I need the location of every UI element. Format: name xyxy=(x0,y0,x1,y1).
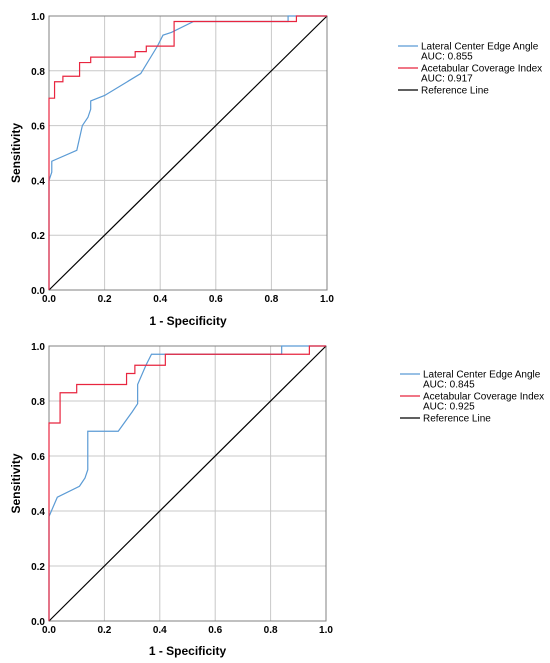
legend-auc-label: AUC: 0.925 xyxy=(423,402,475,413)
legend-label: Reference Line xyxy=(421,86,489,97)
y-tick-label: 0.8 xyxy=(31,67,45,78)
legend-item: Reference Line xyxy=(398,86,489,97)
x-tick-label: 0.4 xyxy=(153,625,167,636)
legend-auc-label: AUC: 0.845 xyxy=(423,380,475,391)
x-tick-label: 0.8 xyxy=(264,294,278,305)
y-tick-label: 0.2 xyxy=(31,231,45,242)
legend-label: Acetabular Coverage Index xyxy=(423,392,544,403)
series-line-reference-line xyxy=(48,345,327,622)
x-axis-title: 1 - Specificity xyxy=(149,314,227,328)
legend-label: Acetabular Coverage Index xyxy=(421,64,542,75)
x-tick-label: 1.0 xyxy=(320,294,334,305)
legend-auc-label: AUC: 0.855 xyxy=(421,52,473,63)
x-tick-label: 1.0 xyxy=(319,625,333,636)
series-line-lateral-center-edge-angle xyxy=(48,345,326,621)
legend-item: Reference Line xyxy=(400,414,491,425)
roc-chart-1: 0.0 0.2 0.4 0.6 0.8 1.0 0.0 0.2 0.4 0.6 0.8 1.0 1 - … xyxy=(9,12,542,328)
y-tick-label: 1.0 xyxy=(31,12,45,23)
x-tick-label: 0.6 xyxy=(209,294,223,305)
legend-label: Lateral Center Edge Angle xyxy=(421,42,539,53)
x-tick-label: 0.2 xyxy=(97,625,111,636)
y-axis-title: Sensitivity xyxy=(9,123,23,183)
legend-label: Lateral Center Edge Angle xyxy=(423,370,541,381)
series-line-acetabular-coverage-index xyxy=(48,15,327,290)
legend-label: Reference Line xyxy=(423,414,491,425)
x-tick-label: 0.0 xyxy=(42,294,56,305)
y-tick-label: 0.2 xyxy=(31,562,45,573)
y-tick-label: 0.4 xyxy=(31,176,45,187)
y-tick-label: 0.4 xyxy=(31,507,45,518)
y-tick-label: 0.8 xyxy=(31,397,45,408)
x-tick-label: 0.4 xyxy=(153,294,167,305)
x-tick-label: 0.6 xyxy=(208,625,222,636)
legend-auc-label: AUC: 0.917 xyxy=(421,74,473,85)
y-tick-label: 1.0 xyxy=(31,342,45,353)
y-tick-label: 0.6 xyxy=(31,122,45,133)
y-tick-label: 0.6 xyxy=(31,452,45,463)
x-tick-label: 0.8 xyxy=(264,625,278,636)
y-tick-label: 0.0 xyxy=(31,286,45,297)
x-tick-label: 0.2 xyxy=(98,294,112,305)
series-line-acetabular-coverage-index xyxy=(48,345,326,621)
y-tick-label: 0.0 xyxy=(31,617,45,628)
roc-chart-2: 0.0 0.2 0.4 0.6 0.8 1.0 0.0 0.2 0.4 0.6 0.8 1.0 1 - … xyxy=(9,342,544,658)
x-tick-label: 0.0 xyxy=(42,625,56,636)
series-line-reference-line xyxy=(48,15,328,291)
x-axis-title: 1 - Specificity xyxy=(149,644,227,658)
y-axis-title: Sensitivity xyxy=(9,453,23,513)
